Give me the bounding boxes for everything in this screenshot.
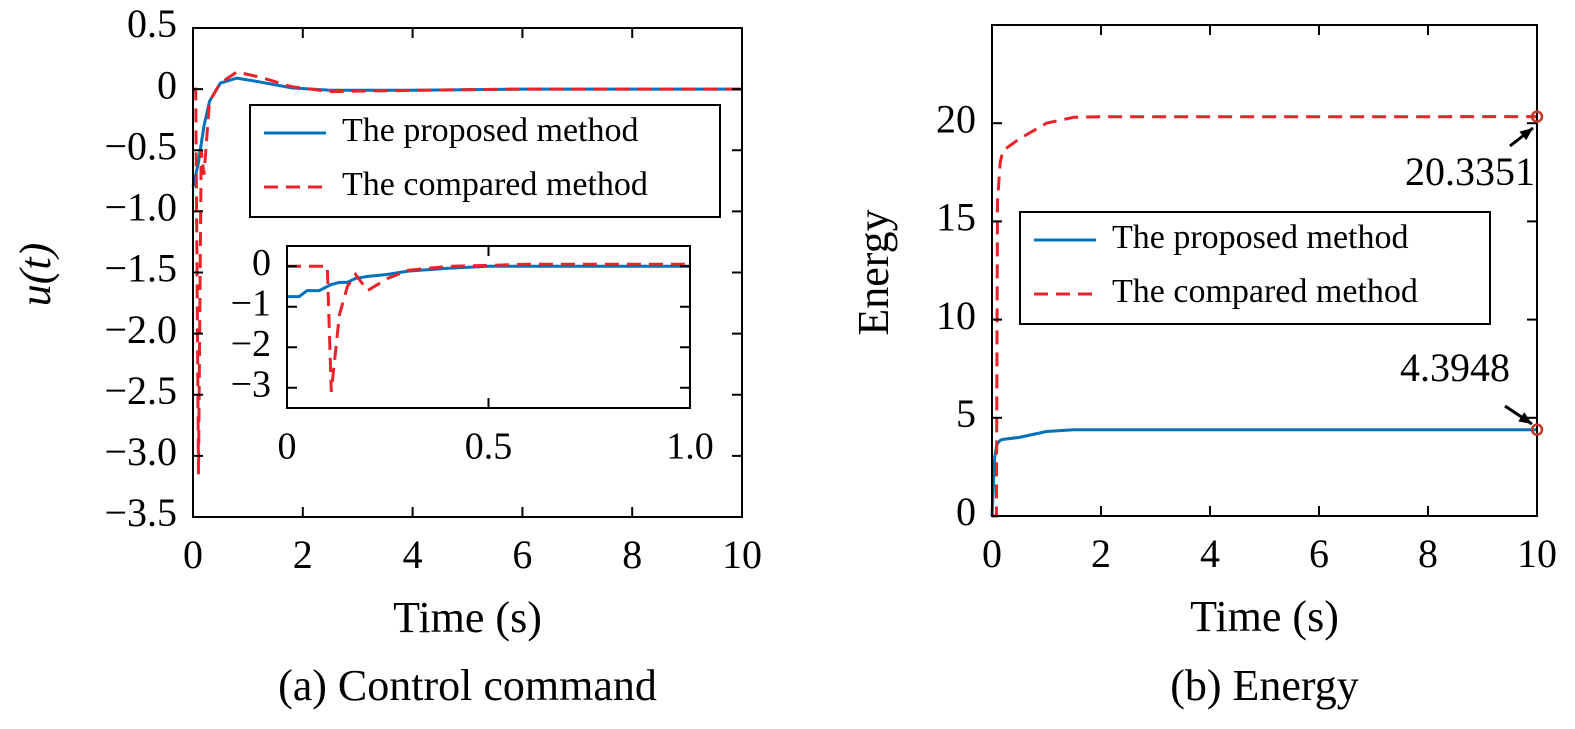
legend-label: The proposed method [342,112,639,149]
y-tick-label: −3 [231,363,271,405]
x-axis-label: Time (s) [1190,592,1339,641]
x-tick-label: 0 [183,532,203,577]
y-tick-label: 0 [956,489,976,534]
y-tick-label: −1.0 [104,185,177,230]
y-axis-label: u(t) [11,243,60,307]
caption: (a) Control command [278,661,657,710]
x-tick-label: 2 [1091,531,1111,576]
y-tick-label: −2 [231,323,271,365]
y-tick-label: 5 [956,391,976,436]
x-tick-label: 1.0 [666,426,714,468]
y-tick-label: 15 [936,195,976,240]
legend-box [249,104,721,218]
annotation: 4.3948 [1400,345,1510,390]
x-tick-label: 4 [403,532,423,577]
x-tick-label: 8 [622,532,642,577]
plot-area [287,246,690,408]
legend-box [1019,211,1491,325]
x-tick-label: 0 [278,426,297,468]
legend-label: The proposed method [1112,219,1409,256]
legend-label: The compared method [342,166,648,203]
end-marker [1530,110,1544,123]
y-tick-label: −2.5 [104,368,177,413]
x-tick-label: 2 [293,532,313,577]
x-axis-label: Time (s) [393,593,542,642]
series-line [287,262,690,392]
arrow-head [1519,128,1533,141]
y-tick-label: 0 [157,62,177,107]
y-tick-label: −0.5 [104,123,177,168]
y-tick-label: 0 [252,242,271,284]
y-tick-label: −3.5 [104,490,177,535]
y-axis-label: Energy [849,209,898,335]
caption: (b) Energy [1170,661,1359,710]
y-tick-label: 0.5 [127,1,177,46]
axes-frame [991,24,1538,517]
x-tick-label: 0.5 [465,426,513,468]
x-tick-label: 6 [1309,531,1329,576]
legend-label: The compared method [1112,273,1418,310]
x-tick-label: 0 [982,531,1002,576]
x-tick-label: 8 [1418,531,1438,576]
arrow-head [1518,412,1532,424]
y-tick-label: 10 [936,293,976,338]
y-tick-label: −1.5 [104,246,177,291]
y-tick-label: −3.0 [104,429,177,474]
y-tick-label: 20 [936,96,976,141]
x-tick-label: 10 [1517,531,1557,576]
end-marker [1530,423,1544,436]
annotation: 20.3351 [1405,149,1535,194]
x-tick-label: 4 [1200,531,1220,576]
series-line [992,115,1538,518]
x-tick-label: 6 [512,532,532,577]
series-line [193,70,742,475]
x-tick-label: 10 [722,532,762,577]
y-tick-label: −1 [231,282,271,324]
y-tick-label: −2.0 [104,307,177,352]
